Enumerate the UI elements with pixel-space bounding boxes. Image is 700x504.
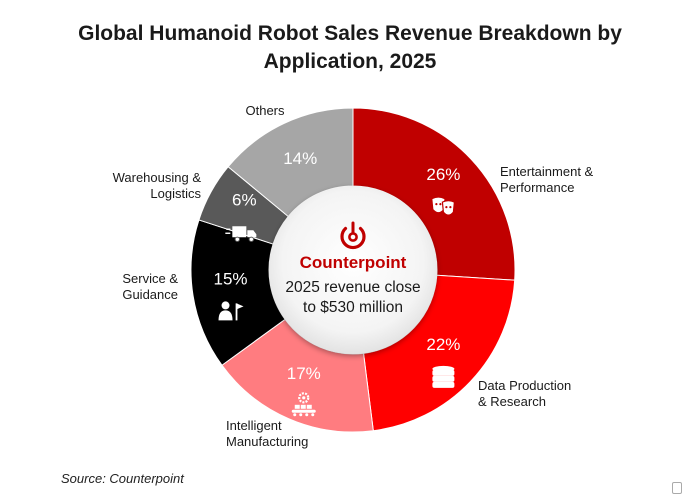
truck-icon (225, 226, 257, 242)
category-label-entertainment-performance: Entertainment & Performance (500, 164, 594, 195)
category-label-warehousing-logistics: Warehousing & Logistics (113, 170, 202, 201)
category-label-intelligent-manufacturing: Intelligent Manufacturing (226, 418, 308, 449)
center-note-line-1: 2025 revenue close (285, 279, 420, 296)
value-label-data-production-research: 22% (426, 335, 460, 354)
corner-glyph (672, 482, 682, 494)
category-label-service-guidance: Service & Guidance (122, 271, 178, 302)
category-label-others: Others (245, 103, 285, 118)
chart-title: Global Humanoid Robot Sales Revenue Brea… (78, 22, 622, 73)
category-label-data-production-research: Data Production & Research (478, 378, 571, 409)
center-note-line-2: to $530 million (303, 299, 403, 316)
value-label-intelligent-manufacturing: 17% (287, 364, 321, 383)
value-label-service-guidance: 15% (214, 269, 248, 288)
theater-masks-icon (432, 197, 456, 216)
source-note: Source: Counterpoint (61, 471, 184, 486)
guide-person-icon (218, 301, 244, 321)
value-label-others: 14% (283, 149, 317, 168)
center-disc (269, 186, 437, 354)
database-icon (432, 365, 455, 388)
slice-others (227, 107, 354, 218)
conveyor-gear-icon (291, 392, 316, 417)
value-label-entertainment-performance: 26% (426, 165, 460, 184)
center-brand: Counterpoint (300, 253, 407, 272)
value-label-warehousing-logistics: 6% (232, 190, 257, 209)
brand-logo-icon (340, 221, 366, 250)
